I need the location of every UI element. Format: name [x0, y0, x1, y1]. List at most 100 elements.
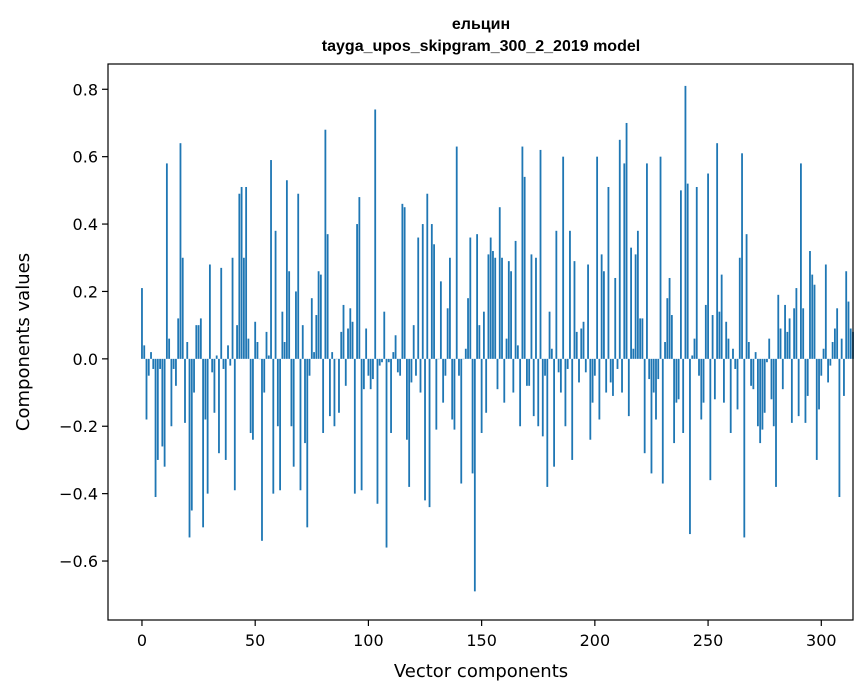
x-axis-ticks: 0 50 100 150 200 250 300 [137, 620, 837, 650]
bar-158 [498, 207, 501, 359]
bar-310 [843, 358, 845, 396]
bar-194 [580, 328, 583, 359]
bar-5 [152, 358, 155, 369]
bar-291 [800, 163, 802, 359]
bar-50 [254, 321, 257, 359]
bar-3 [147, 358, 150, 376]
bar-217 [632, 348, 635, 359]
bar-69 [297, 193, 300, 359]
bar-7 [156, 358, 159, 460]
bar-106 [381, 358, 383, 363]
bar-34 [218, 358, 220, 454]
bar-210 [616, 358, 619, 369]
bar-238 [680, 190, 682, 359]
bar-149 [478, 325, 481, 359]
bar-171 [528, 358, 531, 386]
bar-276 [766, 358, 768, 363]
bar-252 [711, 315, 714, 359]
y-tick-label: 0.8 [73, 80, 98, 99]
bar-152 [485, 358, 488, 413]
bar-74 [308, 358, 311, 376]
bar-104 [376, 358, 379, 504]
bar-179 [546, 358, 549, 487]
x-tick-label: 150 [466, 631, 497, 650]
bar-122 [417, 237, 420, 359]
bar-112 [394, 335, 397, 359]
bar-23 [193, 358, 195, 393]
bar-167 [519, 358, 522, 427]
bar-54 [263, 358, 266, 393]
bar-307 [836, 308, 839, 359]
bar-120 [412, 325, 415, 359]
bar-71 [301, 325, 304, 359]
bar-37 [224, 358, 227, 460]
bar-82 [326, 234, 329, 359]
bar-278 [770, 358, 773, 400]
bar-38 [227, 345, 229, 359]
bar-114 [399, 358, 402, 376]
bar-90 [344, 358, 347, 386]
bar-159 [501, 257, 503, 359]
bar-285 [786, 331, 789, 359]
bar-32 [213, 358, 216, 413]
bar-124 [421, 224, 424, 359]
bar-268 [747, 342, 750, 359]
bar-21 [188, 358, 191, 538]
bar-162 [507, 261, 510, 359]
bar-212 [621, 358, 623, 393]
bar-17 [179, 143, 182, 359]
bar-53 [261, 358, 263, 541]
x-tick-label: 300 [806, 631, 837, 650]
x-tick-label: 0 [137, 631, 147, 650]
bar-44 [240, 186, 243, 359]
bar-96 [358, 197, 361, 359]
bar-183 [555, 230, 558, 359]
bar-292 [802, 308, 805, 359]
bar-20 [186, 342, 189, 359]
bar-273 [759, 358, 762, 444]
bar-265 [741, 153, 743, 359]
bar-193 [578, 358, 580, 383]
bar-234 [670, 315, 673, 359]
bar-169 [523, 176, 526, 359]
y-tick-label: 0.2 [73, 282, 98, 301]
bar-264 [738, 257, 741, 359]
bar-136 [449, 257, 451, 359]
bar-225 [650, 358, 653, 474]
bar-56 [267, 355, 270, 359]
bar-259 [727, 338, 730, 359]
bar-6 [154, 358, 157, 498]
bar-155 [492, 251, 494, 359]
bar-76 [313, 352, 315, 359]
bar-274 [761, 358, 764, 430]
bar-175 [537, 358, 540, 427]
bar-135 [446, 308, 449, 359]
bar-14 [172, 358, 175, 369]
bar-29 [206, 358, 209, 494]
bar-304 [829, 358, 832, 366]
bar-146 [471, 358, 474, 474]
bar-220 [639, 318, 642, 359]
bar-296 [811, 274, 814, 359]
bar-300 [820, 358, 823, 376]
bar-261 [732, 348, 734, 359]
y-tick-label: 0.0 [73, 350, 98, 369]
bar-269 [750, 358, 752, 386]
bar-108 [385, 358, 388, 548]
bar-22 [190, 358, 193, 511]
bar-151 [482, 311, 485, 359]
bar-160 [503, 358, 506, 403]
bar-129 [433, 244, 435, 359]
bar-203 [600, 254, 603, 359]
bar-115 [401, 203, 404, 359]
y-axis-ticks: −0.6 −0.4 −0.2 0.0 0.2 0.4 0.6 0.8 [59, 80, 108, 571]
bar-126 [426, 193, 429, 359]
bar-145 [469, 237, 472, 359]
bar-133 [442, 358, 445, 403]
bar-254 [716, 143, 719, 359]
bar-64 [285, 180, 288, 359]
bar-231 [664, 342, 666, 359]
bar-147 [473, 358, 476, 592]
bar-18 [181, 257, 184, 359]
bar-101 [369, 358, 372, 390]
